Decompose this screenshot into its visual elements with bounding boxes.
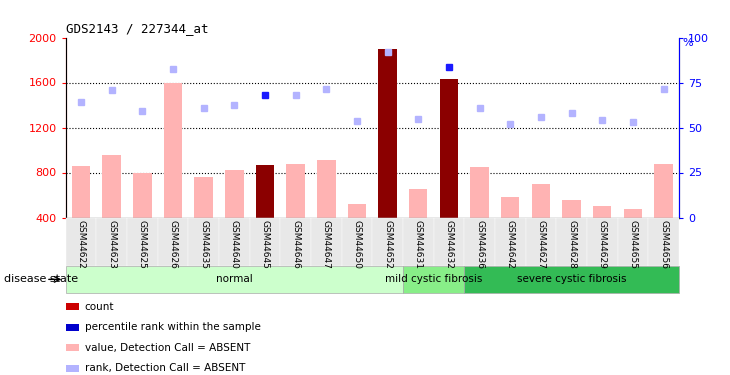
Bar	[102, 154, 121, 218]
Bar	[194, 177, 213, 218]
Text: GSM44629: GSM44629	[598, 220, 607, 269]
Bar	[439, 79, 458, 218]
Text: GSM44632: GSM44632	[445, 220, 453, 269]
Text: value, Detection Call = ABSENT: value, Detection Call = ABSENT	[85, 343, 250, 353]
Bar	[286, 164, 305, 218]
Text: GSM44645: GSM44645	[261, 220, 269, 269]
Text: GSM44623: GSM44623	[107, 220, 116, 269]
Bar	[378, 49, 397, 217]
Text: GSM44635: GSM44635	[199, 220, 208, 269]
Text: GSM44631: GSM44631	[414, 220, 423, 269]
Bar	[654, 164, 673, 218]
Text: count: count	[85, 302, 114, 312]
Text: disease state: disease state	[4, 274, 78, 284]
Text: GSM44650: GSM44650	[353, 220, 361, 269]
Text: severe cystic fibrosis: severe cystic fibrosis	[517, 274, 626, 284]
Bar	[470, 167, 489, 218]
Text: normal: normal	[216, 274, 253, 284]
Bar	[409, 189, 428, 217]
Bar	[531, 184, 550, 218]
Text: GSM44647: GSM44647	[322, 220, 331, 269]
Bar	[255, 165, 274, 218]
Text: GSM44646: GSM44646	[291, 220, 300, 269]
Text: GSM44642: GSM44642	[506, 220, 515, 268]
Bar	[562, 200, 581, 217]
Text: GSM44627: GSM44627	[537, 220, 545, 269]
Bar	[225, 170, 244, 217]
Bar	[501, 197, 520, 217]
Text: %: %	[683, 38, 694, 48]
Text: GSM44655: GSM44655	[629, 220, 637, 269]
Text: GSM44625: GSM44625	[138, 220, 147, 269]
Text: GSM44640: GSM44640	[230, 220, 239, 269]
Text: GSM44626: GSM44626	[169, 220, 177, 269]
Text: GDS2143 / 227344_at: GDS2143 / 227344_at	[66, 22, 208, 35]
Text: percentile rank within the sample: percentile rank within the sample	[85, 322, 261, 332]
Text: GSM44636: GSM44636	[475, 220, 484, 269]
Text: mild cystic fibrosis: mild cystic fibrosis	[385, 274, 483, 284]
Bar	[133, 172, 152, 217]
Bar	[593, 206, 612, 218]
Text: GSM44622: GSM44622	[77, 220, 85, 268]
Bar	[317, 160, 336, 218]
Bar	[623, 209, 642, 218]
Bar	[72, 166, 91, 218]
Text: GSM44656: GSM44656	[659, 220, 668, 269]
Bar	[164, 82, 182, 218]
Text: GSM44652: GSM44652	[383, 220, 392, 269]
Bar	[347, 204, 366, 218]
Text: GSM44628: GSM44628	[567, 220, 576, 269]
Text: rank, Detection Call = ABSENT: rank, Detection Call = ABSENT	[85, 363, 245, 374]
